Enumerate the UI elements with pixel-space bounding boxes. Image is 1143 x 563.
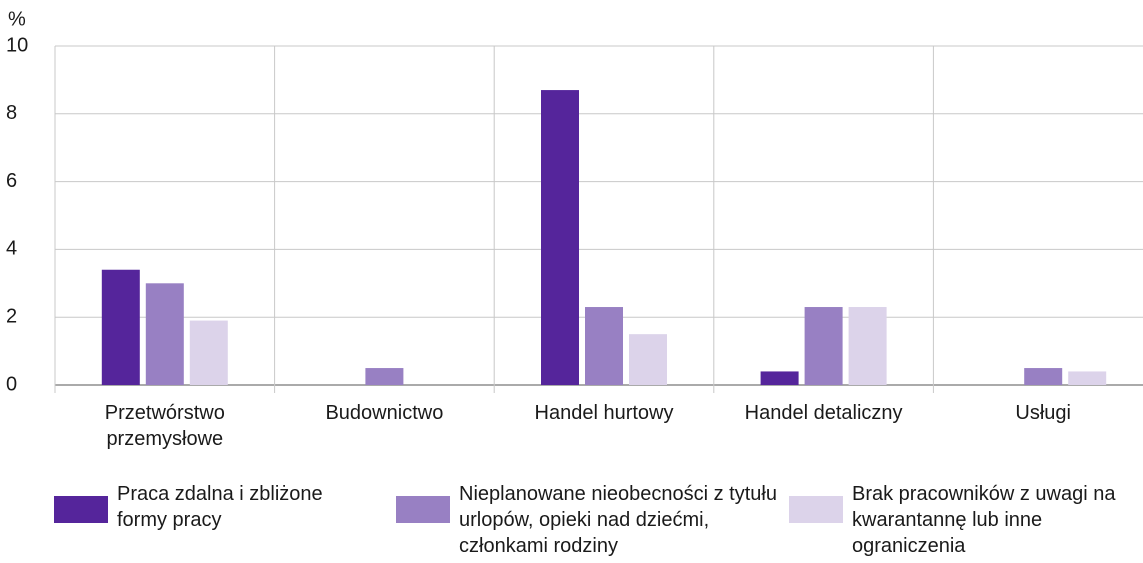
bar: [365, 368, 404, 385]
legend-label: Brak pracowników z uwagi na kwarantannę …: [852, 483, 1116, 557]
bar: [541, 90, 579, 385]
bar: [1068, 371, 1107, 385]
x-tick-label: Usługi: [1015, 402, 1071, 424]
legend-label: Praca zdalna i zbliżone formy pracy: [117, 483, 323, 531]
legend-swatch: [789, 496, 843, 523]
bar: [629, 334, 667, 385]
legend-swatch: [54, 496, 108, 523]
y-tick-label: 4: [6, 238, 17, 260]
y-tick-label: 8: [6, 102, 17, 124]
y-tick-label: 6: [6, 170, 17, 192]
y-tick-label: 0: [6, 373, 17, 395]
legend-swatch: [396, 496, 450, 523]
bar: [145, 283, 184, 385]
bar: [1024, 368, 1063, 385]
x-tick-label: Przetwórstwo przemysłowe: [104, 402, 225, 450]
bar: [189, 320, 228, 385]
bar: [848, 307, 887, 385]
y-axis-label: %: [8, 8, 26, 30]
legend-label: Nieplanowane nieobecności z tytułu urlop…: [459, 483, 777, 557]
x-tick-label: Handel detaliczny: [744, 402, 903, 424]
bar: [101, 269, 140, 385]
y-tick-label: 2: [6, 305, 17, 327]
x-tick-label: Budownictwo: [325, 402, 444, 424]
bar: [760, 371, 799, 385]
bar: [585, 307, 623, 385]
x-tick-label: Handel hurtowy: [534, 402, 674, 424]
bar: [804, 307, 843, 385]
y-tick-label: 10: [6, 34, 28, 56]
